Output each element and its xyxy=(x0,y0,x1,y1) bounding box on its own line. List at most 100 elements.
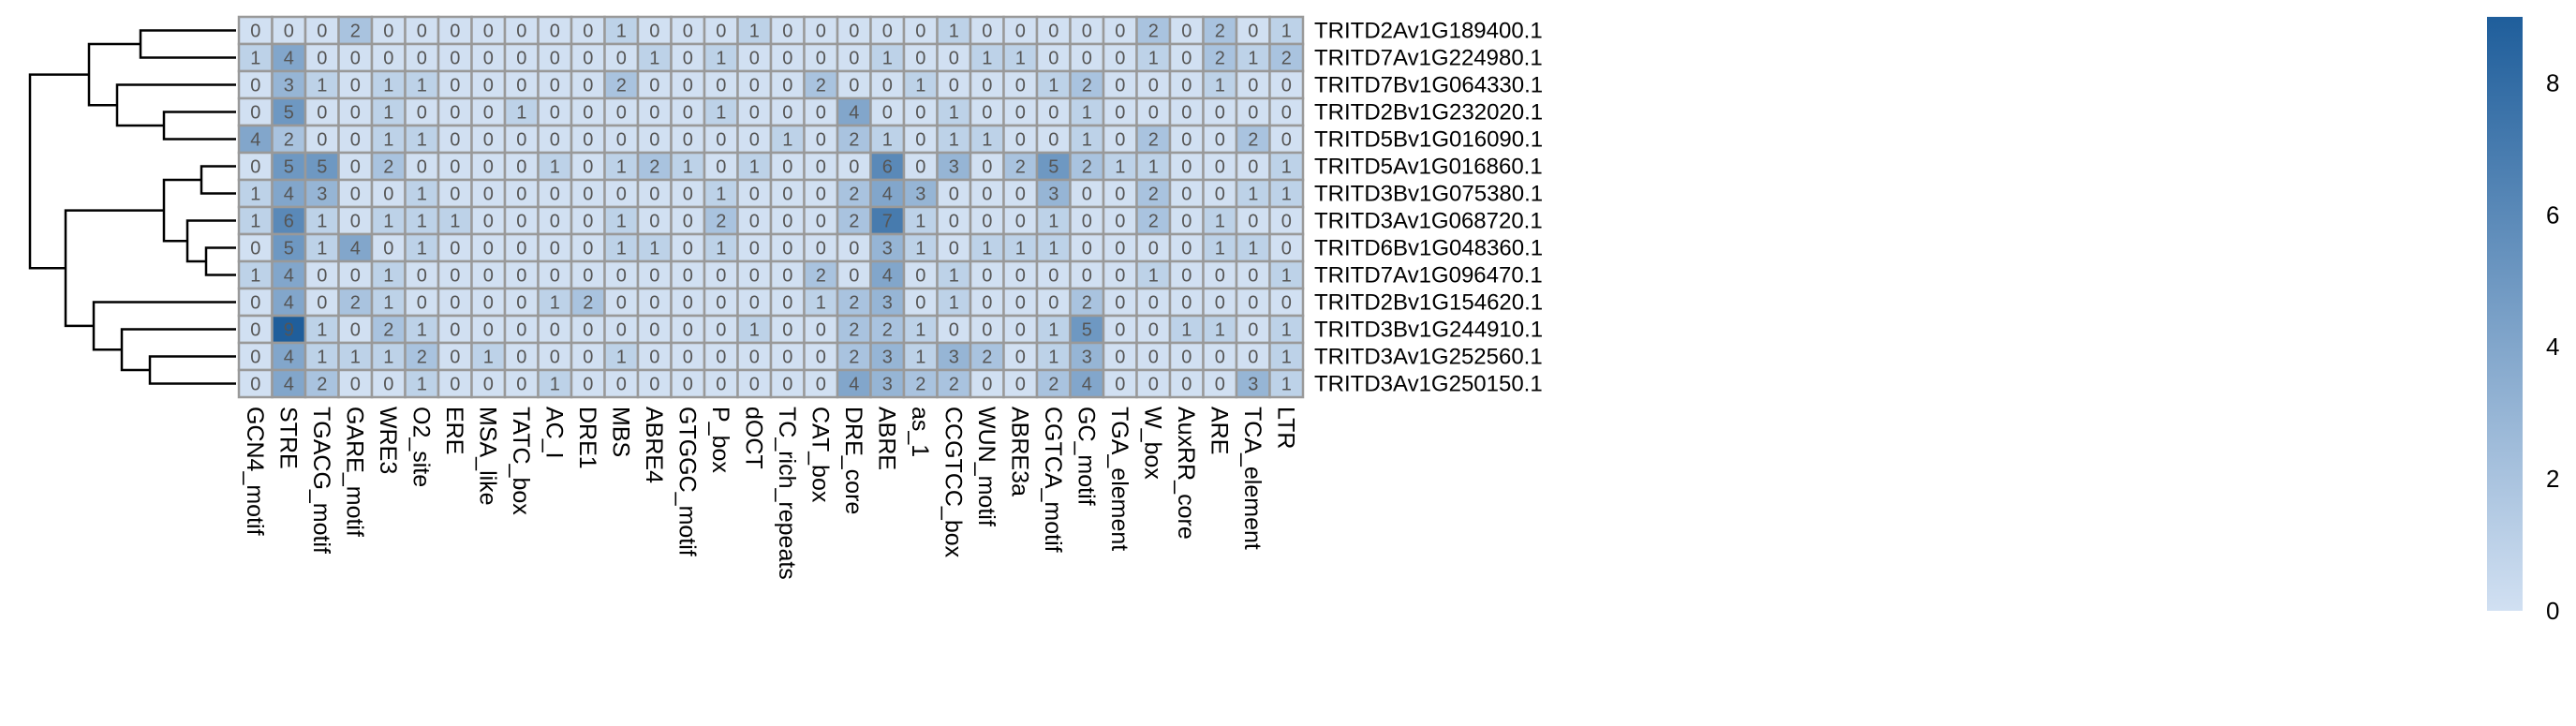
heatmap-cell xyxy=(470,205,507,236)
cell-value-label: 0 xyxy=(450,320,460,341)
dendrogram-link xyxy=(200,165,236,195)
cell-value-label: 2 xyxy=(616,76,627,96)
heatmap-cell xyxy=(470,151,507,182)
cell-value-label: 0 xyxy=(583,375,593,395)
heatmap-cell xyxy=(537,232,573,263)
cell-value-label: 0 xyxy=(1115,293,1125,314)
cell-value-label: 0 xyxy=(782,103,792,124)
cell-value-label: 0 xyxy=(1048,49,1059,69)
cell-value-label: 0 xyxy=(1181,266,1192,287)
cell-value-label: 0 xyxy=(350,130,361,151)
heatmap-cell xyxy=(1069,232,1105,263)
heatmap-cell xyxy=(404,368,440,399)
cell-value-label: 1 xyxy=(1281,320,1292,341)
cell-value-label: 2 xyxy=(350,293,361,314)
cell-value-label: 2 xyxy=(1082,293,1092,314)
cell-value-label: 0 xyxy=(915,103,925,124)
cell-value-label: 0 xyxy=(716,76,726,96)
heatmap-cell xyxy=(1268,314,1305,345)
cell-value-label: 0 xyxy=(1048,103,1059,124)
cell-value-label: 0 xyxy=(1015,375,1026,395)
cell-value-label: 0 xyxy=(450,239,460,259)
cell-value-label: 0 xyxy=(583,22,593,42)
cell-value-label: 0 xyxy=(649,320,659,341)
cell-value-label: 1 xyxy=(1248,185,1258,205)
column-label: ABRE xyxy=(873,407,899,470)
cell-value-label: 0 xyxy=(1181,76,1192,96)
cell-value-label: 3 xyxy=(1082,348,1092,368)
dendrogram-link xyxy=(87,42,141,107)
cell-value-label: 0 xyxy=(1082,22,1092,42)
cell-value-label: 0 xyxy=(1181,212,1192,232)
cell-value-label: 0 xyxy=(782,157,792,178)
cell-value-label: 0 xyxy=(550,103,560,124)
cell-value-label: 0 xyxy=(250,293,260,314)
cell-value-label: 0 xyxy=(716,375,726,395)
cell-value-label: 1 xyxy=(616,239,627,259)
heatmap-cell xyxy=(337,69,374,100)
column-label: GARE_motif xyxy=(341,407,367,537)
column-label: MSA_like xyxy=(474,407,500,506)
heatmap-cell xyxy=(703,124,739,155)
cell-value-label: 0 xyxy=(450,76,460,96)
cell-value-label: 0 xyxy=(683,22,693,42)
cell-value-label: 2 xyxy=(1215,49,1225,69)
dendrogram-link xyxy=(139,29,236,59)
cell-value-label: 0 xyxy=(550,76,560,96)
cell-value-label: 0 xyxy=(1148,375,1159,395)
column-label: MBS xyxy=(607,407,633,457)
cell-value-label: 0 xyxy=(1215,348,1225,368)
cell-value-label: 1 xyxy=(749,157,760,178)
cell-value-label: 0 xyxy=(1015,76,1026,96)
column-label: GCN4_motif xyxy=(242,407,268,536)
cell-value-label: 0 xyxy=(849,22,859,42)
cell-value-label: 0 xyxy=(317,130,327,151)
cell-value-label: 0 xyxy=(483,185,494,205)
column-label: ERE xyxy=(441,407,467,454)
cell-value-label: 0 xyxy=(749,130,760,151)
heatmap-cell xyxy=(337,232,374,263)
cell-value-label: 0 xyxy=(683,320,693,341)
cell-value-label: 0 xyxy=(550,130,560,151)
dendrogram-link xyxy=(115,83,236,127)
cell-value-label: 0 xyxy=(1181,103,1192,124)
cell-value-label: 2 xyxy=(849,348,859,368)
cell-value-label: 0 xyxy=(816,320,826,341)
heatmap-cell xyxy=(1168,178,1205,209)
cell-value-label: 0 xyxy=(483,130,494,151)
heatmap-cell xyxy=(1069,259,1105,290)
cell-value-label: 0 xyxy=(350,103,361,124)
cell-value-label: 2 xyxy=(350,22,361,42)
cell-value-label: 2 xyxy=(1148,212,1159,232)
cell-value-label: 0 xyxy=(516,212,526,232)
cell-value-label: 1 xyxy=(317,76,327,96)
cell-value-label: 1 xyxy=(516,103,526,124)
heatmap-cell xyxy=(736,314,773,345)
cell-value-label: 3 xyxy=(882,239,893,259)
cell-value-label: 0 xyxy=(649,375,659,395)
cell-value-label: 5 xyxy=(284,103,294,124)
cell-value-label: 4 xyxy=(849,103,859,124)
heatmap-cell xyxy=(470,96,507,127)
cell-value-label: 0 xyxy=(1181,49,1192,69)
cell-value-label: 0 xyxy=(516,157,526,178)
cell-value-label: 0 xyxy=(350,76,361,96)
cell-value-label: 0 xyxy=(417,293,427,314)
cell-value-label: 0 xyxy=(284,22,294,42)
cell-value-label: 1 xyxy=(949,130,959,151)
heatmap-cell xyxy=(1268,232,1305,263)
column-label: TCA_element xyxy=(1239,407,1266,550)
cell-value-label: 0 xyxy=(649,185,659,205)
dendrogram-link xyxy=(185,219,236,263)
heatmap-cell xyxy=(470,287,507,318)
cell-value-label: 4 xyxy=(284,266,294,287)
cell-value-label: 0 xyxy=(649,103,659,124)
cell-value-label: 0 xyxy=(683,212,693,232)
heatmap-cell xyxy=(503,341,540,372)
cell-value-label: 0 xyxy=(982,266,992,287)
cell-value-label: 0 xyxy=(516,130,526,151)
cell-value-label: 0 xyxy=(949,320,959,341)
heatmap-cell xyxy=(337,368,374,399)
heatmap-cell xyxy=(603,259,640,290)
cell-value-label: 0 xyxy=(816,375,826,395)
